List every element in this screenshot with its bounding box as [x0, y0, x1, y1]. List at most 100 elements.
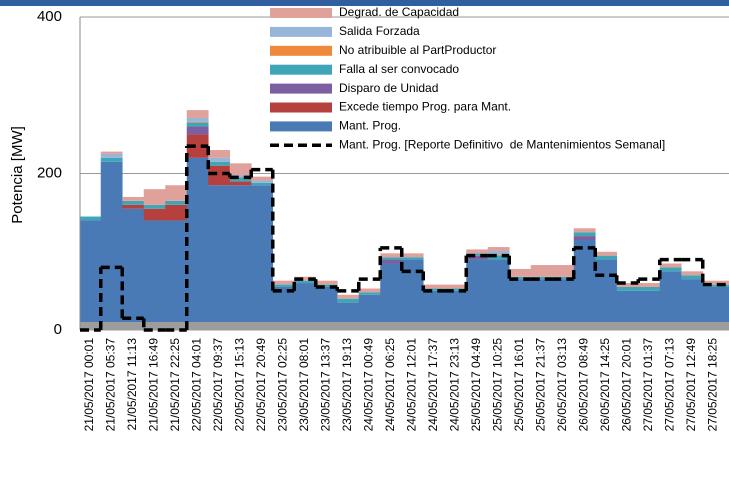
- legend-swatch: [270, 26, 332, 37]
- legend-swatch: [270, 83, 332, 94]
- x-tick-label: 26/05/2017 20:01: [620, 338, 634, 432]
- area-segment: [573, 236, 596, 241]
- area-segment: [337, 294, 360, 299]
- x-tick-label: 23/05/2017 08:01: [297, 338, 311, 432]
- area-segment: [423, 290, 446, 330]
- area-segment: [573, 228, 596, 233]
- area-segment: [143, 208, 166, 221]
- area-segment: [401, 259, 424, 330]
- area-segment: [143, 189, 166, 205]
- x-tick-label: 24/05/2017 17:37: [426, 338, 440, 432]
- area-segment: [423, 288, 446, 291]
- area-segment: [530, 276, 553, 280]
- area-segment: [80, 216, 102, 221]
- area-segment: [659, 263, 682, 268]
- y-axis-label: Potencia [MW]: [9, 126, 26, 224]
- area-segment: [165, 185, 188, 201]
- area-segment: [681, 271, 704, 276]
- area-segment: [466, 259, 489, 330]
- area-segment: [122, 208, 145, 330]
- area-segment: [315, 286, 338, 330]
- area-segment: [638, 286, 661, 291]
- x-tick-label: 24/05/2017 00:49: [362, 338, 376, 432]
- x-tick-label: 22/05/2017 15:13: [233, 338, 247, 432]
- x-tick-label: 24/05/2017 12:01: [405, 338, 419, 432]
- area-segment: [552, 265, 575, 277]
- legend: Degrad. de Capacidad Salida Forzada No atr…: [270, 5, 665, 151]
- area-segment: [165, 220, 188, 330]
- area-segment: [423, 284, 446, 289]
- area-segment: [229, 175, 252, 178]
- area-segment: [229, 163, 252, 176]
- area-segment: [530, 279, 553, 330]
- area-segment: [509, 268, 532, 277]
- x-tick-label: 25/05/2017 10:25: [491, 338, 505, 432]
- x-tick-label: 24/05/2017 06:25: [383, 338, 397, 432]
- area-segment: [401, 253, 424, 258]
- x-tick-label: 27/05/2017 07:13: [663, 338, 677, 432]
- x-tick-label: 21/05/2017 22:25: [168, 338, 182, 432]
- area-segment: [208, 157, 231, 162]
- x-tick-label: 26/05/2017 14:25: [598, 338, 612, 432]
- area-segment: [143, 220, 166, 330]
- legend-label: Disparo de Unidad: [339, 81, 438, 95]
- x-tick-label: 23/05/2017 19:13: [340, 338, 354, 432]
- area-segment: [186, 117, 209, 122]
- x-tick-label: 21/05/2017 00:01: [82, 338, 96, 432]
- area-segment: [294, 276, 317, 281]
- area-segment: [122, 200, 145, 205]
- area-segment: [487, 247, 510, 251]
- area-segment: [337, 298, 360, 303]
- area-segment: [229, 185, 252, 330]
- area-segment: [80, 220, 102, 330]
- area-segment: [595, 251, 618, 256]
- x-tick-label: 21/05/2017 05:37: [104, 338, 118, 432]
- area-segment: [487, 250, 510, 255]
- area-segment: [251, 185, 274, 330]
- legend-label: Mant. Prog. [Reporte Definitivo de Mante…: [339, 137, 665, 151]
- area-segment: [122, 204, 145, 209]
- area-segment: [595, 259, 618, 330]
- x-tick-label: 27/05/2017 01:37: [641, 338, 655, 432]
- legend-label: Mant. Prog.: [339, 119, 401, 133]
- area-segment: [552, 276, 575, 280]
- area-segment: [186, 121, 209, 123]
- y-tick-label: 400: [37, 8, 62, 25]
- area-segment: [380, 263, 403, 330]
- area-segment: [638, 290, 661, 330]
- y-tick-label: 0: [54, 321, 62, 338]
- area-segment: [186, 157, 209, 330]
- legend-label: Falla al ser convocado: [339, 62, 459, 76]
- area-segment: [681, 275, 704, 280]
- x-tick-label: 21/05/2017 16:49: [147, 338, 161, 432]
- area-segment: [186, 110, 209, 118]
- area-segment: [229, 177, 252, 182]
- legend-swatch: [270, 45, 332, 56]
- area-segment: [466, 253, 489, 256]
- area-segment: [186, 134, 209, 158]
- legend-swatch: [270, 121, 332, 132]
- x-tick-label: 21/05/2017 11:13: [125, 338, 139, 431]
- area-segment: [509, 276, 532, 280]
- area-segment: [272, 286, 295, 330]
- area-segment: [294, 283, 317, 330]
- area-segment: [681, 279, 704, 330]
- area-segment: [251, 180, 274, 183]
- area-segment: [358, 288, 381, 293]
- area-segment: [165, 204, 188, 221]
- area-segment: [186, 122, 209, 127]
- area-segment: [315, 280, 338, 285]
- area-segment: [573, 240, 596, 330]
- area-segment: [251, 176, 274, 181]
- area-segment: [616, 290, 639, 330]
- area-segment: [659, 267, 682, 272]
- area-segment: [487, 259, 510, 330]
- area-segment: [509, 279, 532, 330]
- area-segment: [444, 284, 467, 289]
- area-segment: [466, 255, 489, 260]
- area-segment: [638, 283, 661, 287]
- area-segment: [487, 255, 510, 260]
- area-segment: [444, 290, 467, 330]
- area-segment: [595, 255, 618, 260]
